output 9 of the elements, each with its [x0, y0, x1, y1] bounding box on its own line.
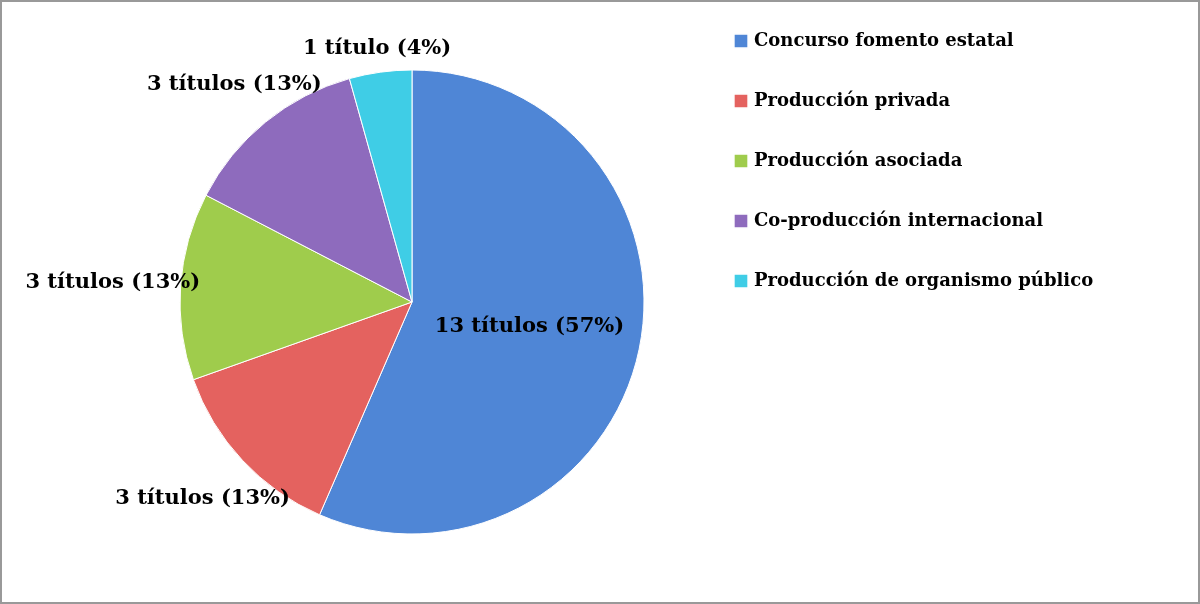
legend-label: Co-producción internacional: [754, 209, 1044, 230]
data-label: 1 título (4%): [302, 33, 452, 59]
legend-label: Producción asociada: [754, 149, 963, 170]
legend-label: Producción privada: [754, 89, 951, 110]
legend-label: Concurso fomento estatal: [754, 29, 1014, 50]
legend-label: Producción de organismo público: [754, 269, 1094, 290]
data-label: 13 títulos (57%): [434, 312, 625, 338]
data-label: 3 títulos (13%): [146, 69, 322, 95]
data-label: 3 títulos (13%): [115, 483, 290, 509]
